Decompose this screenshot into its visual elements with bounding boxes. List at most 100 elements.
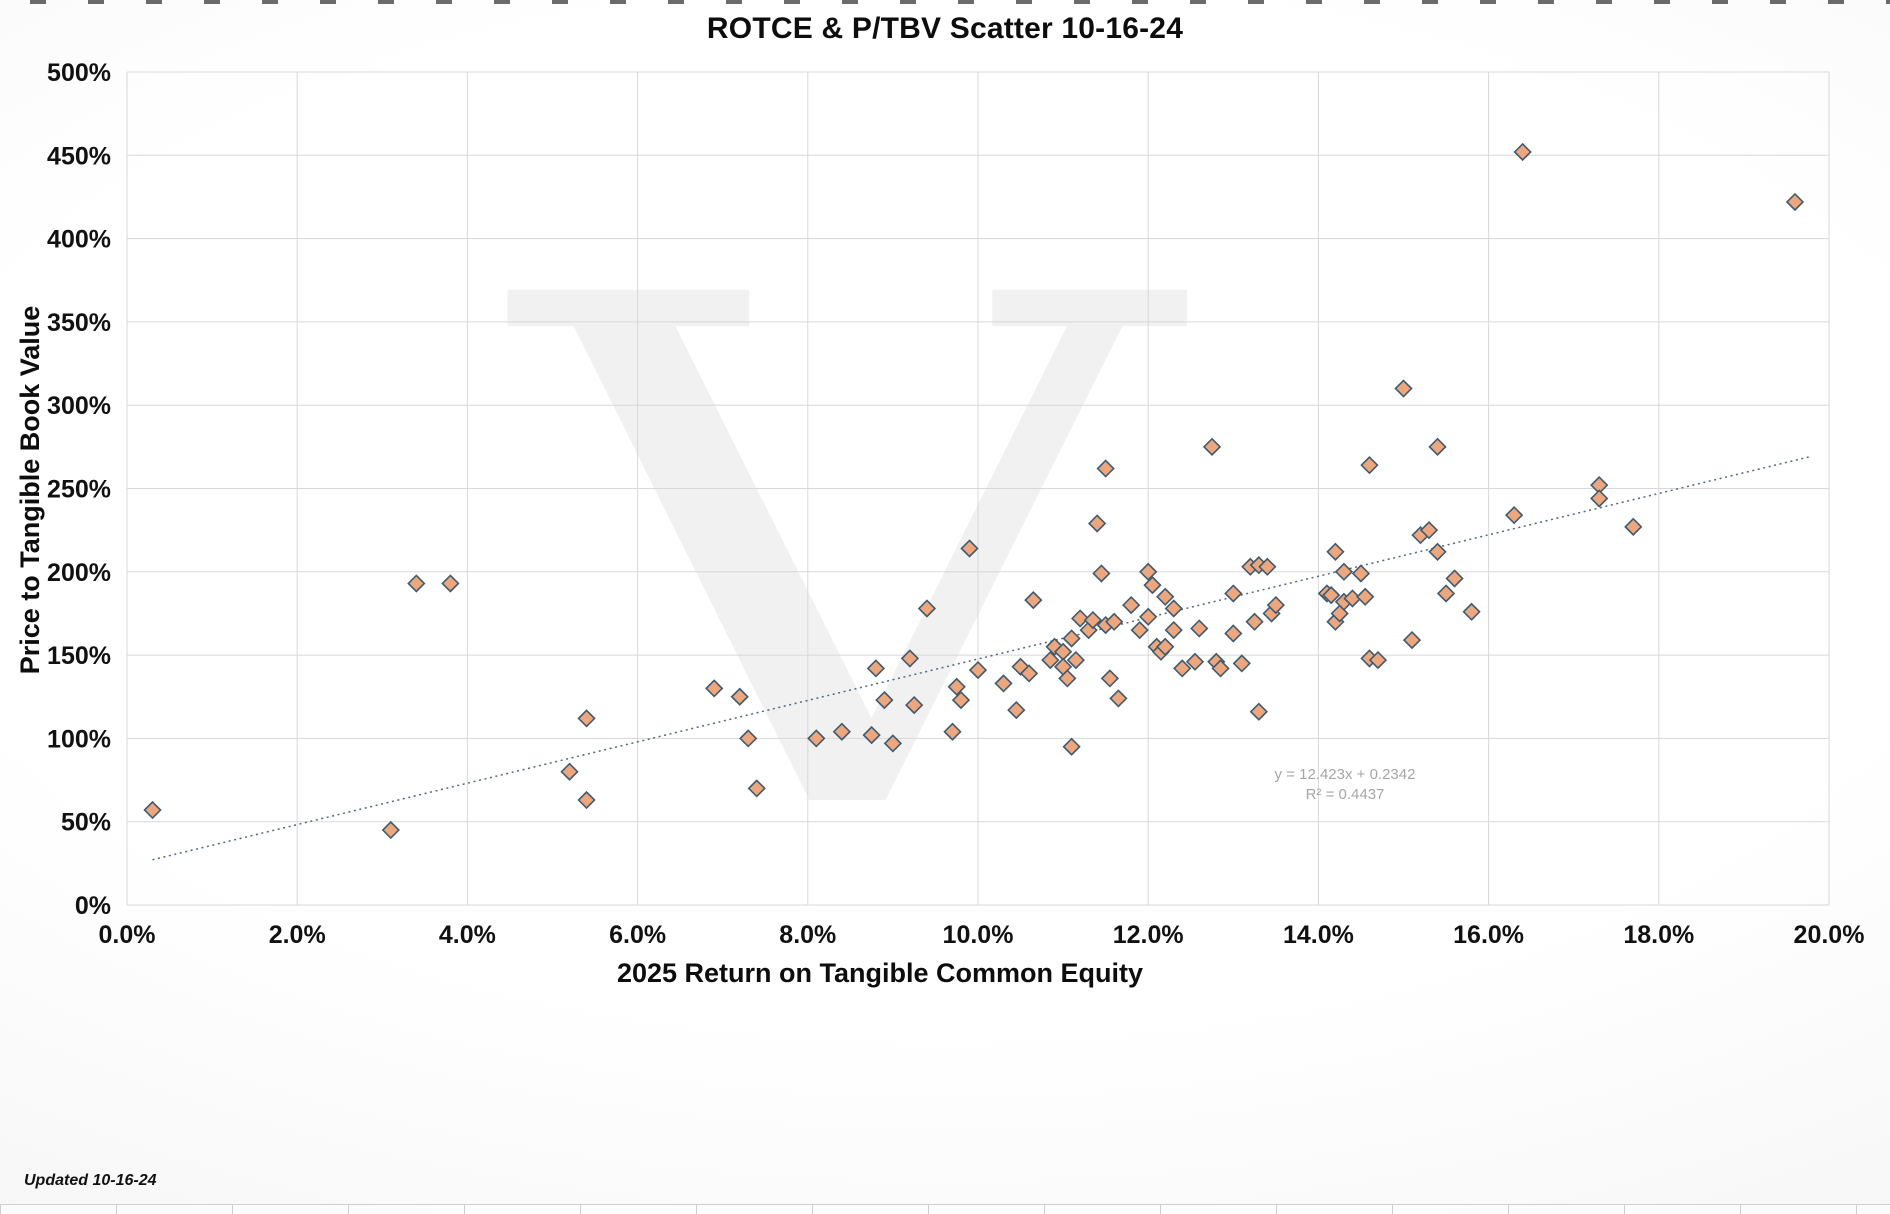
scatter-point: [577, 709, 596, 728]
x-tick-label: 12.0%: [1113, 921, 1184, 949]
scatter-point: [1070, 609, 1090, 628]
y-tick-label: 100%: [47, 725, 111, 753]
scatter-point: [1024, 590, 1043, 610]
x-tick-label: 2.0%: [269, 921, 326, 949]
scatter-point: [407, 574, 426, 593]
scatter-point: [1445, 569, 1464, 588]
scatter-point: [1190, 619, 1209, 638]
scatter-point: [1504, 506, 1524, 525]
scatter-point: [875, 690, 894, 710]
y-tick-label: 500%: [47, 59, 111, 87]
scatter-point: [905, 695, 924, 715]
scatter-point: [1066, 650, 1085, 670]
scatter-point: [1105, 612, 1124, 631]
scatter-point: [1202, 437, 1222, 456]
x-tick-label: 10.0%: [943, 921, 1014, 949]
scatter-point: [1334, 562, 1354, 581]
scatter-point: [1156, 587, 1175, 606]
scatter-point: [705, 679, 724, 698]
scatter-point: [1245, 612, 1264, 631]
scatter-point: [1428, 542, 1447, 561]
y-tick-label: 50%: [61, 809, 111, 837]
scatter-point: [1428, 437, 1447, 456]
scatter-point: [807, 729, 826, 748]
scatter-point: [1083, 610, 1103, 630]
scatter-point: [866, 659, 886, 678]
scatter-point: [947, 677, 966, 696]
y-tick-label: 250%: [47, 476, 111, 504]
scatter-point: [1326, 542, 1345, 561]
scatter-point: [1019, 664, 1039, 683]
scatter-point: [1164, 599, 1183, 618]
scatter-point: [832, 722, 851, 741]
y-axis-title: Price to Tangible Book Value: [15, 305, 45, 675]
x-tick-label: 4.0%: [439, 921, 496, 949]
scatter-point: [1436, 584, 1456, 603]
scatter-point: [1096, 459, 1115, 478]
scatter-point: [1109, 689, 1128, 708]
scatter-point: [1462, 602, 1481, 621]
scatter-point: [968, 660, 988, 680]
scatter-point: [1785, 192, 1805, 212]
y-tick-label: 400%: [47, 226, 111, 254]
scatter-point: [862, 725, 881, 745]
scatter-point: [1211, 659, 1230, 678]
trendline-equation: y = 12.423x + 0.2342 R² = 0.4437: [1245, 765, 1445, 805]
scatter-point: [1590, 489, 1609, 508]
scatter-point: [1011, 657, 1030, 676]
scatter-point: [1122, 595, 1141, 615]
scatter-point: [1266, 595, 1285, 615]
spreadsheet-top-edge: [30, 0, 1890, 4]
scatter-point: [994, 674, 1013, 693]
scatter-point: [381, 820, 400, 840]
scatter-point: [1164, 620, 1183, 640]
scatter-point: [1322, 585, 1341, 605]
scatter-point: [1330, 604, 1349, 623]
x-tick-label: 14.0%: [1283, 921, 1354, 949]
scatter-point: [1360, 456, 1379, 475]
scatter-point: [1156, 637, 1175, 656]
scatter-point: [1402, 630, 1422, 650]
x-tick-label: 0.0%: [99, 921, 156, 949]
watermark-v: V: [502, 151, 1199, 966]
scatter-point: [1088, 514, 1107, 533]
scatter-point: [1139, 562, 1158, 581]
scatter-point: [577, 790, 596, 810]
scatter-point: [1041, 650, 1060, 670]
y-tick-label: 450%: [47, 142, 111, 170]
x-tick-label: 8.0%: [779, 921, 836, 949]
scatter-point: [1224, 624, 1243, 643]
x-tick-label: 20.0%: [1794, 921, 1865, 949]
scatter-point: [943, 722, 962, 741]
scatter-point: [1007, 700, 1026, 720]
scatter-point: [730, 687, 749, 706]
scatter-point: [1232, 654, 1251, 673]
y-tick-label: 0%: [75, 892, 111, 920]
scatter-point: [1624, 517, 1643, 536]
trendline-r2-text: R² = 0.4437: [1305, 786, 1385, 803]
scatter-point: [883, 734, 903, 753]
scatter-point: [960, 539, 979, 558]
scatter-point: [1513, 142, 1532, 162]
chart-title: ROTCE & P/TBV Scatter 10-16-24: [706, 12, 1184, 45]
scatter-point: [1185, 652, 1205, 671]
scatter-point: [560, 762, 579, 781]
x-tick-label: 16.0%: [1453, 921, 1524, 949]
scatter-point: [1249, 702, 1268, 721]
scatter-point: [1062, 629, 1081, 648]
trendline-equation-text: y = 12.423x + 0.2342: [1274, 766, 1416, 783]
updated-note: Updated 10-16-24: [24, 1172, 157, 1189]
scatter-point: [900, 649, 920, 668]
scatter-point: [1058, 669, 1077, 688]
scatter-point: [1173, 659, 1192, 678]
scatter-point: [441, 574, 460, 593]
scatter-point: [1419, 521, 1439, 540]
scatter-point: [739, 729, 758, 748]
scatter-point: [1100, 669, 1120, 688]
x-tick-label: 18.0%: [1623, 921, 1694, 949]
scatter-point: [1368, 650, 1388, 670]
spreadsheet-bottom-edge: [0, 1204, 1890, 1214]
scatter-point: [1143, 575, 1162, 595]
